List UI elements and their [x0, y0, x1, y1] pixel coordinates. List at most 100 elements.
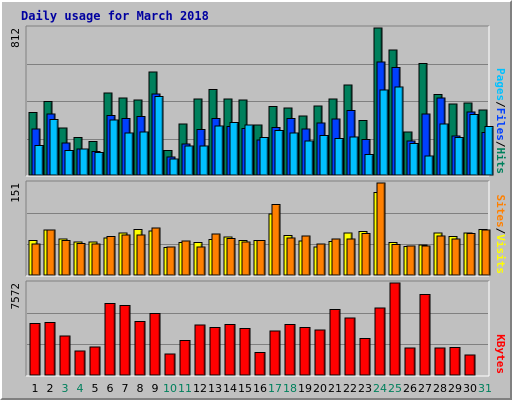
bar-sites — [151, 227, 161, 276]
day-label: 21 — [328, 382, 342, 395]
bar-pages — [169, 158, 179, 176]
bar-kbytes — [29, 323, 41, 376]
bar-pages — [184, 145, 194, 176]
bar-pages — [94, 152, 104, 176]
bar-pages — [199, 145, 209, 176]
bar-kbytes — [239, 328, 251, 376]
bar-pages — [394, 86, 404, 176]
day-label: 23 — [358, 382, 372, 395]
bar-pages — [289, 132, 299, 176]
bar-kbytes — [314, 329, 326, 376]
day-label: 16 — [253, 382, 267, 395]
day-label: 5 — [92, 382, 99, 395]
bar-sites — [256, 239, 266, 276]
bar-sites — [136, 234, 146, 276]
bar-pages — [454, 137, 464, 176]
bar-kbytes — [434, 347, 446, 376]
bar-kbytes — [299, 326, 311, 376]
bar-pages — [79, 148, 89, 176]
bar-kbytes — [449, 346, 461, 376]
bar-pages — [244, 124, 254, 176]
bar-kbytes — [254, 352, 266, 376]
bar-sites — [361, 233, 371, 276]
day-label: 14 — [223, 382, 237, 395]
panel-visitors-series-label: Sites/Visits — [494, 195, 507, 275]
bar-sites — [406, 245, 416, 276]
bar-sites — [91, 243, 101, 276]
day-label: 24 — [373, 382, 387, 395]
bar-sites — [331, 238, 341, 276]
bar-sites — [421, 245, 431, 276]
bar-kbytes — [389, 282, 401, 376]
day-label: 19 — [298, 382, 312, 395]
bar-kbytes — [44, 322, 56, 376]
bar-pages — [319, 135, 329, 176]
panel-requests-series-label: Pages/Files/Hits — [494, 68, 507, 174]
bar-pages — [349, 136, 359, 176]
bar-kbytes — [104, 303, 116, 376]
day-label: 10 — [163, 382, 177, 395]
bar-sites — [121, 234, 131, 276]
bar-sites — [76, 242, 86, 276]
bar-kbytes — [464, 354, 476, 376]
bar-pages — [274, 129, 284, 176]
day-label: 4 — [77, 382, 84, 395]
bar-kbytes — [134, 321, 146, 376]
bar-kbytes — [344, 317, 356, 376]
series-label-part: / — [494, 141, 507, 148]
bar-sites — [31, 243, 41, 276]
series-label-part: KBytes — [494, 334, 507, 374]
bar-sites — [196, 246, 206, 276]
series-label-part: Sites — [494, 195, 507, 228]
bar-sites — [211, 233, 221, 276]
day-label: 28 — [433, 382, 447, 395]
bar-kbytes — [59, 335, 71, 376]
bar-kbytes — [269, 330, 281, 376]
bar-kbytes — [209, 326, 221, 376]
bar-pages — [439, 123, 449, 176]
bar-pages — [379, 89, 389, 176]
day-label: 29 — [448, 382, 462, 395]
bar-pages — [484, 126, 494, 176]
bar-sites — [391, 244, 401, 276]
bar-kbytes — [179, 339, 191, 376]
bar-kbytes — [74, 350, 86, 376]
bar-sites — [301, 235, 311, 276]
bar-pages — [64, 149, 74, 176]
bar-sites — [466, 233, 476, 276]
bar-pages — [154, 96, 164, 176]
bar-pages — [409, 142, 419, 176]
day-label: 3 — [62, 382, 69, 395]
bar-kbytes — [224, 323, 236, 376]
bar-pages — [364, 154, 374, 176]
bar-kbytes — [164, 353, 176, 376]
series-label-part: Pages — [494, 68, 507, 101]
bar-pages — [469, 114, 479, 176]
bar-pages — [49, 118, 59, 176]
bar-sites — [271, 203, 281, 276]
day-label: 15 — [238, 382, 252, 395]
day-label: 25 — [388, 382, 402, 395]
series-label-part: Visits — [494, 234, 507, 274]
bar-kbytes — [404, 347, 416, 376]
chart-title: Daily usage for March 2018 — [21, 9, 209, 23]
series-label-part: Hits — [494, 148, 507, 175]
day-label: 9 — [152, 382, 159, 395]
bar-kbytes — [89, 346, 101, 376]
bar-kbytes — [329, 309, 341, 376]
bar-sites — [376, 182, 386, 276]
day-label: 20 — [313, 382, 327, 395]
day-label: 1 — [32, 382, 39, 395]
bar-sites — [286, 237, 296, 276]
bar-sites — [106, 236, 116, 276]
day-label: 31 — [478, 382, 492, 395]
day-label: 7 — [122, 382, 129, 395]
bar-pages — [214, 125, 224, 176]
bar-sites — [451, 238, 461, 276]
bar-sites — [436, 235, 446, 276]
bar-sites — [346, 238, 356, 276]
day-label: 26 — [403, 382, 417, 395]
day-label: 2 — [47, 382, 54, 395]
day-label: 13 — [208, 382, 222, 395]
